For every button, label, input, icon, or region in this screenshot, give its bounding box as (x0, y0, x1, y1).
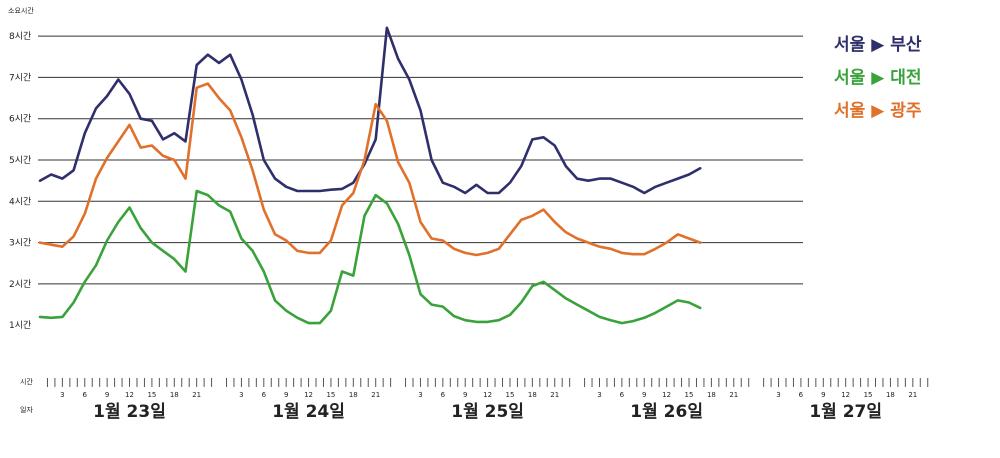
hour-tick-label: 18 (349, 391, 358, 399)
hour-tick-label: 21 (192, 391, 201, 399)
legend-entry: 서울 ▶ 부산 (834, 35, 922, 55)
y-tick-labels: 1시간 2시간 3시간 4시간 5시간 6시간 7시간 8시간 9시간 (9, 0, 31, 331)
y-tick-label: 2시간 (9, 279, 31, 290)
y-tick-label: 3시간 (9, 238, 31, 249)
hour-tick-label: 15 (506, 391, 515, 399)
hour-tick-label: 15 (864, 391, 873, 399)
hour-tick-label: 21 (550, 391, 559, 399)
hour-tick-label: 18 (886, 391, 895, 399)
x-axis-hour-title: 시간 (20, 377, 33, 386)
hour-tick-label: 9 (821, 391, 825, 399)
series-line-2 (38, 189, 702, 325)
y-tick-label: 6시간 (9, 114, 31, 125)
hour-tick-label: 18 (707, 391, 716, 399)
hour-tick-label: 15 (326, 391, 335, 399)
series-lines (38, 26, 702, 325)
hour-tick-label: 9 (105, 391, 109, 399)
y-tick-label: 8시간 (9, 31, 31, 42)
hour-tick-label: 12 (483, 391, 492, 399)
series-line-1 (38, 26, 702, 195)
gridlines (38, 35, 803, 285)
hour-tick-label: 6 (83, 391, 88, 399)
y-tick-label: 1시간 (9, 320, 31, 331)
hour-tick-label: 6 (262, 391, 267, 399)
hour-tick-label: 6 (441, 391, 446, 399)
hour-tick-label: 6 (620, 391, 625, 399)
legend-entry: 서울 ▶ 대전 (834, 68, 921, 88)
hour-tick-label: 18 (528, 391, 537, 399)
y-axis-title: 소요시간 (8, 6, 34, 15)
x-axis-day-title: 일자 (20, 405, 33, 414)
hour-tick-label: 12 (662, 391, 671, 399)
series-line-3 (38, 82, 702, 257)
day-label: 1월 26일 (630, 402, 703, 422)
hour-tick-label: 15 (147, 391, 156, 399)
hour-tick-label: 9 (642, 391, 646, 399)
day-label: 1월 25일 (451, 402, 524, 422)
x-axis: 3 6 9 12 15 18 21 1월 23일 3 6 9 12 15 18 21 1월 24일 3 6 9 12 1… (46, 378, 929, 422)
y-tick-label: 4시간 (9, 196, 31, 207)
hour-tick-label: 21 (371, 391, 380, 399)
hour-tick-label: 9 (284, 391, 288, 399)
day-label: 1월 24일 (272, 402, 345, 422)
hour-tick-label: 3 (597, 391, 601, 399)
hour-tick-label: 12 (125, 391, 134, 399)
hour-tick-label: 21 (729, 391, 738, 399)
hour-tick-label: 21 (908, 391, 917, 399)
day-label: 1월 23일 (93, 402, 166, 422)
hour-tick-label: 12 (304, 391, 313, 399)
hour-tick-label: 3 (418, 391, 422, 399)
hour-tick-label: 12 (841, 391, 850, 399)
legend-entry: 서울 ▶ 광주 (834, 101, 922, 121)
hour-tick-label: 18 (170, 391, 179, 399)
y-tick-label: 5시간 (9, 155, 31, 166)
hour-tick-label: 15 (685, 391, 694, 399)
day-label: 1월 27일 (809, 402, 882, 422)
y-tick-label: 9시간 (9, 0, 31, 1)
hour-tick-label: 3 (776, 391, 780, 399)
hour-tick-label: 3 (239, 391, 243, 399)
hour-tick-label: 9 (463, 391, 467, 399)
y-tick-label: 7시간 (9, 72, 31, 83)
hour-tick-label: 3 (60, 391, 64, 399)
hour-tick-label: 6 (799, 391, 804, 399)
